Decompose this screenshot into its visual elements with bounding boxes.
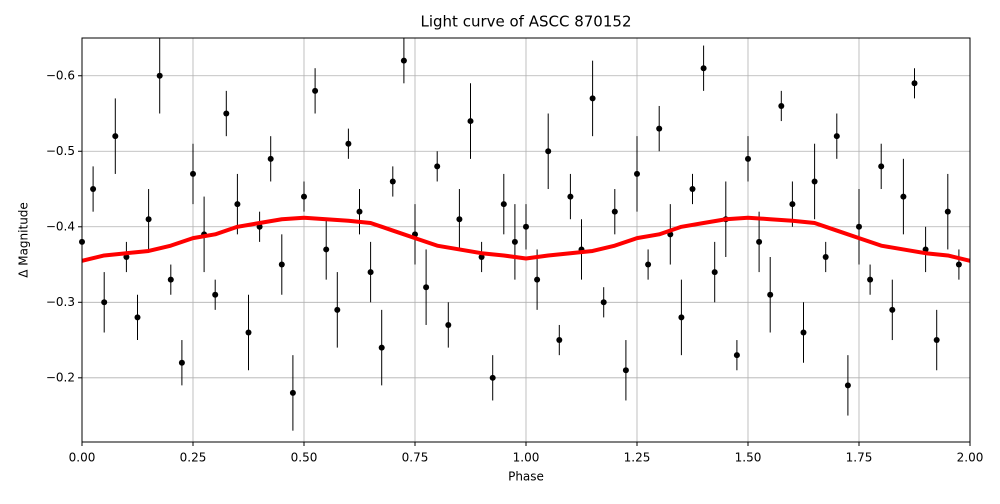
data-point	[900, 193, 907, 200]
data-point	[733, 352, 740, 359]
data-point	[700, 65, 707, 72]
data-point	[867, 276, 874, 283]
x-tick-label: 1.50	[735, 451, 762, 465]
data-point	[523, 223, 529, 230]
y-axis-label: Δ Magnitude	[17, 202, 31, 278]
data-point	[190, 170, 196, 177]
data-point	[367, 269, 374, 276]
data-point	[645, 261, 652, 268]
data-point	[634, 170, 640, 177]
data-point	[800, 329, 807, 336]
x-tick-label: 1.00	[513, 451, 540, 465]
x-axis-label: Phase	[508, 470, 544, 484]
data-point	[611, 208, 618, 215]
chart-title: Light curve of ASCC 870152	[421, 13, 632, 31]
data-point	[511, 238, 518, 245]
data-point	[955, 261, 962, 268]
data-point	[278, 261, 285, 268]
data-point	[911, 80, 918, 87]
data-point	[178, 359, 185, 366]
model-curve	[81, 215, 971, 263]
data-point	[101, 299, 108, 306]
data-point	[778, 102, 785, 109]
data-point	[245, 329, 252, 336]
data-point	[567, 193, 574, 200]
x-tick-label: 1.25	[624, 451, 651, 465]
data-point	[323, 246, 330, 253]
data-point	[312, 87, 319, 94]
data-point	[711, 269, 718, 276]
data-point	[622, 367, 629, 374]
data-point	[844, 382, 851, 389]
y-tick-label: −0.6	[46, 68, 75, 82]
data-point	[267, 155, 274, 162]
data-point	[145, 216, 152, 223]
data-point	[212, 291, 219, 298]
data-point	[545, 148, 552, 155]
x-tick-label: 2.00	[957, 451, 984, 465]
data-point	[112, 133, 119, 140]
data-point	[167, 276, 174, 283]
data-point	[334, 306, 341, 313]
data-point	[822, 253, 829, 260]
data-point	[389, 178, 396, 185]
data-point	[889, 306, 896, 313]
data-point	[478, 253, 485, 260]
data-point	[678, 314, 685, 321]
data-point	[500, 201, 507, 208]
x-tick-label: 0.75	[402, 451, 429, 465]
data-point	[745, 155, 751, 162]
data-point	[434, 163, 441, 170]
data-point	[656, 125, 663, 132]
data-point	[378, 344, 385, 351]
data-point	[134, 314, 141, 321]
data-point	[489, 374, 496, 381]
x-tick-label: 1.75	[846, 451, 873, 465]
data-point	[933, 337, 940, 344]
data-point	[878, 163, 885, 170]
data-point	[234, 201, 241, 208]
data-point	[589, 95, 596, 102]
data-point	[289, 389, 296, 396]
data-point	[223, 110, 230, 117]
data-point	[445, 321, 452, 328]
y-tick-label: −0.4	[46, 219, 75, 233]
y-tick-label: −0.2	[46, 370, 75, 384]
data-point	[689, 186, 696, 193]
x-tick-label: 0.00	[69, 451, 96, 465]
y-tick-label: −0.3	[46, 295, 75, 309]
data-point	[423, 284, 430, 291]
data-point	[789, 201, 796, 208]
data-point	[833, 133, 840, 140]
data-point	[856, 223, 862, 230]
plot-frame	[81, 37, 971, 443]
y-tick-label: −0.5	[46, 144, 75, 158]
x-tick-label: 0.25	[180, 451, 207, 465]
data-point	[456, 216, 463, 223]
data-point	[467, 118, 474, 125]
data-point	[534, 276, 541, 283]
data-point	[345, 140, 352, 147]
data-point	[767, 291, 774, 298]
data-point	[811, 178, 818, 185]
data-point	[944, 208, 951, 215]
data-point	[156, 72, 163, 79]
data-point	[400, 57, 407, 64]
x-tick-label: 0.50	[291, 451, 318, 465]
data-point	[123, 253, 130, 260]
data-point	[756, 238, 763, 245]
data-point	[90, 186, 97, 193]
data-point	[600, 299, 607, 306]
data-point	[556, 337, 563, 344]
data-point	[301, 193, 307, 200]
data-point	[356, 208, 363, 215]
